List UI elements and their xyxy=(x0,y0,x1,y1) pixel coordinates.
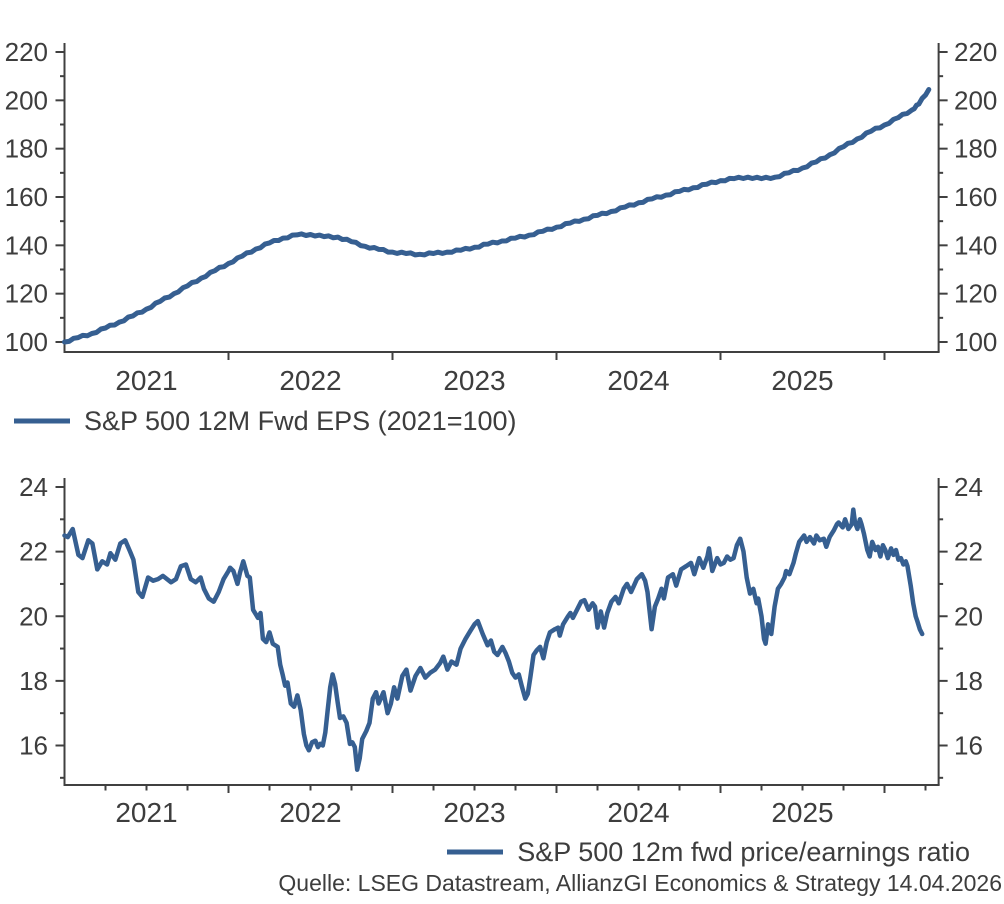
source-attribution: Quelle: LSEG Datastream, AllianzGI Econo… xyxy=(278,870,1002,896)
y-tick-label-left: 18 xyxy=(19,666,48,696)
y-tick-label-right: 140 xyxy=(954,230,997,260)
y-tick-label-left: 120 xyxy=(5,279,48,309)
y-tick-label-right: 180 xyxy=(954,134,997,164)
y-tick-label-right: 220 xyxy=(954,37,997,67)
legend-eps: S&P 500 12M Fwd EPS (2021=100) xyxy=(14,405,517,437)
y-tick-label-left: 200 xyxy=(5,85,48,115)
y-tick-label-left: 100 xyxy=(5,327,48,357)
y-tick-label-left: 160 xyxy=(5,182,48,212)
series-line-eps xyxy=(62,87,932,345)
legend-pe: S&P 500 12m fwd price/earnings ratio xyxy=(447,836,970,868)
x-year-label: 2021 xyxy=(115,797,177,828)
y-tick-label-left: 180 xyxy=(5,134,48,164)
x-year-label: 2022 xyxy=(279,365,341,396)
x-year-label: 2023 xyxy=(443,365,505,396)
y-tick-label-right: 22 xyxy=(954,537,983,567)
y-tick-label-right: 24 xyxy=(954,472,983,502)
x-year-label: 2025 xyxy=(771,365,833,396)
x-year-label: 2025 xyxy=(771,797,833,828)
x-year-label: 2021 xyxy=(115,365,177,396)
y-tick-label-right: 20 xyxy=(954,601,983,631)
series-line-pe xyxy=(62,507,925,772)
y-tick-label-left: 20 xyxy=(19,601,48,631)
x-year-label: 2024 xyxy=(607,797,669,828)
legend-line-swatch-eps xyxy=(14,418,70,424)
y-tick-label-left: 16 xyxy=(19,731,48,761)
x-year-label: 2023 xyxy=(443,797,505,828)
y-tick-label-right: 200 xyxy=(954,85,997,115)
y-tick-label-right: 160 xyxy=(954,182,997,212)
legend-label-eps: S&P 500 12M Fwd EPS (2021=100) xyxy=(84,405,517,436)
y-tick-label-left: 140 xyxy=(5,230,48,260)
y-tick-label-left: 220 xyxy=(5,37,48,67)
x-year-label: 2024 xyxy=(607,365,669,396)
x-year-label: 2022 xyxy=(279,797,341,828)
legend-line-swatch-pe xyxy=(447,849,504,855)
y-tick-label-right: 18 xyxy=(954,666,983,696)
legend-label-pe: S&P 500 12m fwd price/earnings ratio xyxy=(517,836,970,867)
y-tick-label-right: 100 xyxy=(954,327,997,357)
y-tick-label-right: 120 xyxy=(954,279,997,309)
y-tick-label-left: 24 xyxy=(19,472,48,502)
y-tick-label-left: 22 xyxy=(19,537,48,567)
y-tick-label-right: 16 xyxy=(954,731,983,761)
